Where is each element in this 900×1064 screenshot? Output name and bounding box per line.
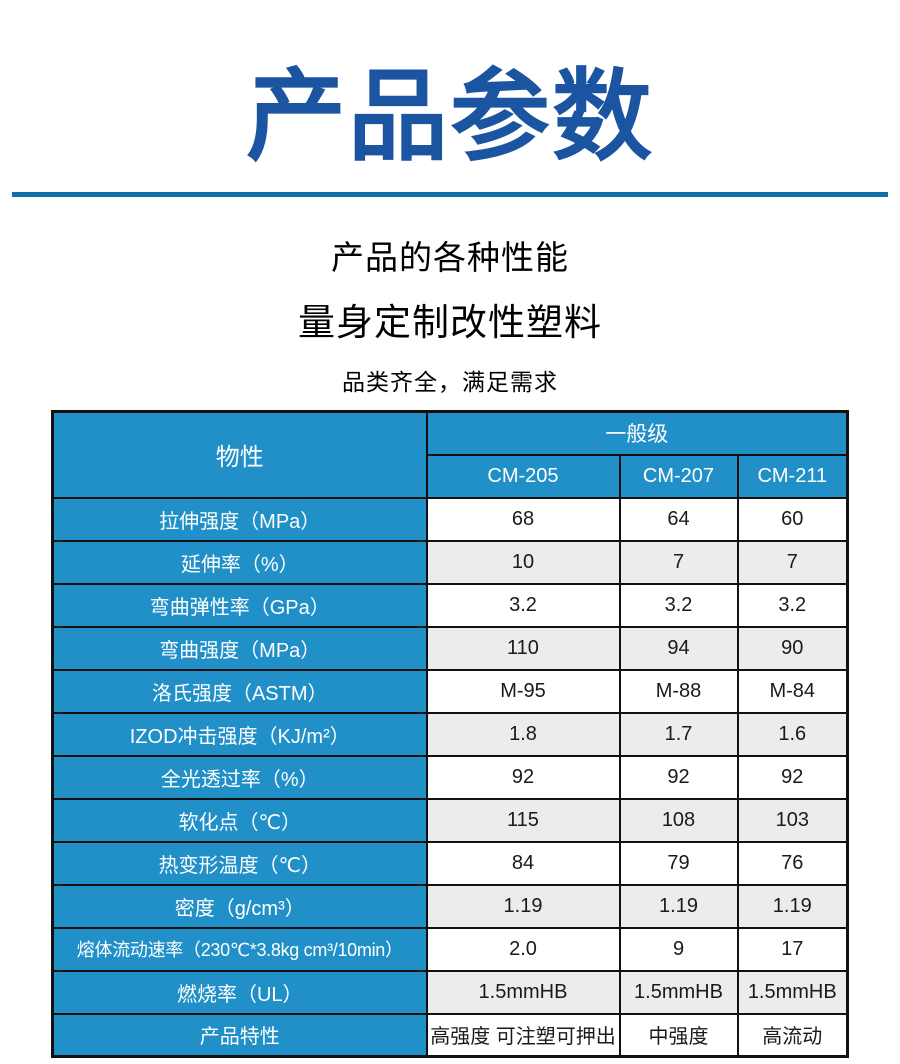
value-cell: 103	[736, 797, 849, 843]
subtitle-line-1: 产品的各种性能	[331, 239, 569, 276]
page-title: 产品参数	[246, 61, 654, 173]
value-cell: 7	[618, 539, 739, 585]
table-row: 产品特性 高强度 可注塑可押出 中强度 高流动	[51, 1012, 849, 1058]
value-cell: 1.5mmHB	[425, 969, 621, 1015]
property-label-cell: 产品特性	[51, 1012, 428, 1058]
value-cell: 7	[736, 539, 849, 585]
table-row: 弯曲弹性率（GPa） 3.2 3.2 3.2	[51, 582, 849, 628]
value-cell: 1.8	[425, 711, 621, 757]
value-cell: 115	[425, 797, 621, 843]
subtitle-line-2: 量身定制改性塑料	[298, 302, 602, 343]
value-cell: 1.5mmHB	[618, 969, 739, 1015]
table-row: 密度（g/cm³） 1.19 1.19 1.19	[51, 883, 849, 929]
spec-table: 物性 一般级 CM-205 CM-207 CM-211 拉伸强度（MPa） 68 6…	[51, 410, 850, 1058]
value-cell: 68	[425, 496, 621, 542]
property-label-cell: 软化点（℃）	[51, 797, 428, 843]
value-cell: 92	[618, 754, 739, 800]
value-cell: 1.19	[736, 883, 849, 929]
page-header: 产品参数 产品的各种性能 量身定制改性塑料 品类齐全，满足需求	[0, 0, 900, 397]
property-label-cell: 热变形温度（℃）	[51, 840, 428, 886]
subtitle-line-3: 品类齐全，满足需求	[342, 369, 558, 395]
value-cell: 9	[618, 926, 739, 972]
table-row: 拉伸强度（MPa） 68 64 60	[51, 496, 849, 542]
property-label-cell: 弯曲强度（MPa）	[51, 625, 428, 671]
table-row: 弯曲强度（MPa） 110 94 90	[51, 625, 849, 671]
spec-table-body: 拉伸强度（MPa） 68 64 60 延伸率（%） 10 7 7 弯曲弹性率（GPa） 3.2 3.…	[51, 496, 849, 1058]
value-cell: 64	[618, 496, 739, 542]
value-cell: 3.2	[618, 582, 739, 628]
value-cell: 1.19	[425, 883, 621, 929]
value-cell: 2.0	[425, 926, 621, 972]
value-cell: 92	[736, 754, 849, 800]
property-label-cell: 洛氏强度（ASTM）	[51, 668, 428, 714]
property-label-cell: 燃烧率（UL）	[51, 969, 428, 1015]
value-cell: 高流动	[736, 1012, 849, 1058]
value-cell: 79	[618, 840, 739, 886]
table-row: 全光透过率（%） 92 92 92	[51, 754, 849, 800]
grade-column-header-cm211: CM-211	[736, 453, 849, 499]
table-row: 燃烧率（UL） 1.5mmHB 1.5mmHB 1.5mmHB	[51, 969, 849, 1015]
property-label-cell: 延伸率（%）	[51, 539, 428, 585]
value-cell: 中强度	[618, 1012, 739, 1058]
value-cell: 1.19	[618, 883, 739, 929]
property-label-cell: 全光透过率（%）	[51, 754, 428, 800]
table-row: IZOD冲击强度（KJ/m²） 1.8 1.7 1.6	[51, 711, 849, 757]
value-cell: 1.7	[618, 711, 739, 757]
value-cell: 92	[425, 754, 621, 800]
property-label-cell: 密度（g/cm³）	[51, 883, 428, 929]
grade-columns-row: CM-205 CM-207 CM-211	[53, 453, 849, 499]
value-cell: 76	[736, 840, 849, 886]
value-cell: M-88	[618, 668, 739, 714]
value-cell: 94	[618, 625, 739, 671]
grade-group-header: 一般级	[425, 410, 849, 456]
value-cell: 90	[736, 625, 849, 671]
grade-group-row: 物性 一般级	[51, 410, 849, 499]
value-cell: 17	[736, 926, 849, 972]
table-row: 熔体流动速率（230℃*3.8kg cm³/10min） 2.0 9 17	[51, 926, 849, 972]
value-cell: 3.2	[425, 582, 621, 628]
value-cell: 1.6	[736, 711, 849, 757]
value-cell: 10	[425, 539, 621, 585]
title-divider	[12, 192, 888, 197]
table-row: 热变形温度（℃） 84 79 76	[51, 840, 849, 886]
table-row: 延伸率（%） 10 7 7	[51, 539, 849, 585]
table-row: 洛氏强度（ASTM） M-95 M-88 M-84	[51, 668, 849, 714]
value-cell: 110	[425, 625, 621, 671]
value-cell: M-95	[425, 668, 621, 714]
property-label-cell: 熔体流动速率（230℃*3.8kg cm³/10min）	[51, 926, 428, 972]
value-cell: M-84	[736, 668, 849, 714]
property-label-cell: IZOD冲击强度（KJ/m²）	[51, 711, 428, 757]
value-cell: 60	[736, 496, 849, 542]
value-cell: 3.2	[736, 582, 849, 628]
value-cell: 84	[425, 840, 621, 886]
property-label-cell: 拉伸强度（MPa）	[51, 496, 428, 542]
value-cell: 108	[618, 797, 739, 843]
grade-column-header-cm207: CM-207	[618, 453, 739, 499]
value-cell: 1.5mmHB	[736, 969, 849, 1015]
spec-table-head: 物性 一般级 CM-205 CM-207 CM-211	[51, 410, 849, 499]
value-cell: 高强度 可注塑可押出	[425, 1012, 621, 1058]
property-column-header: 物性	[51, 410, 428, 499]
table-row: 软化点（℃） 115 108 103	[51, 797, 849, 843]
grade-column-header-cm205: CM-205	[425, 453, 621, 499]
property-label-cell: 弯曲弹性率（GPa）	[51, 582, 428, 628]
